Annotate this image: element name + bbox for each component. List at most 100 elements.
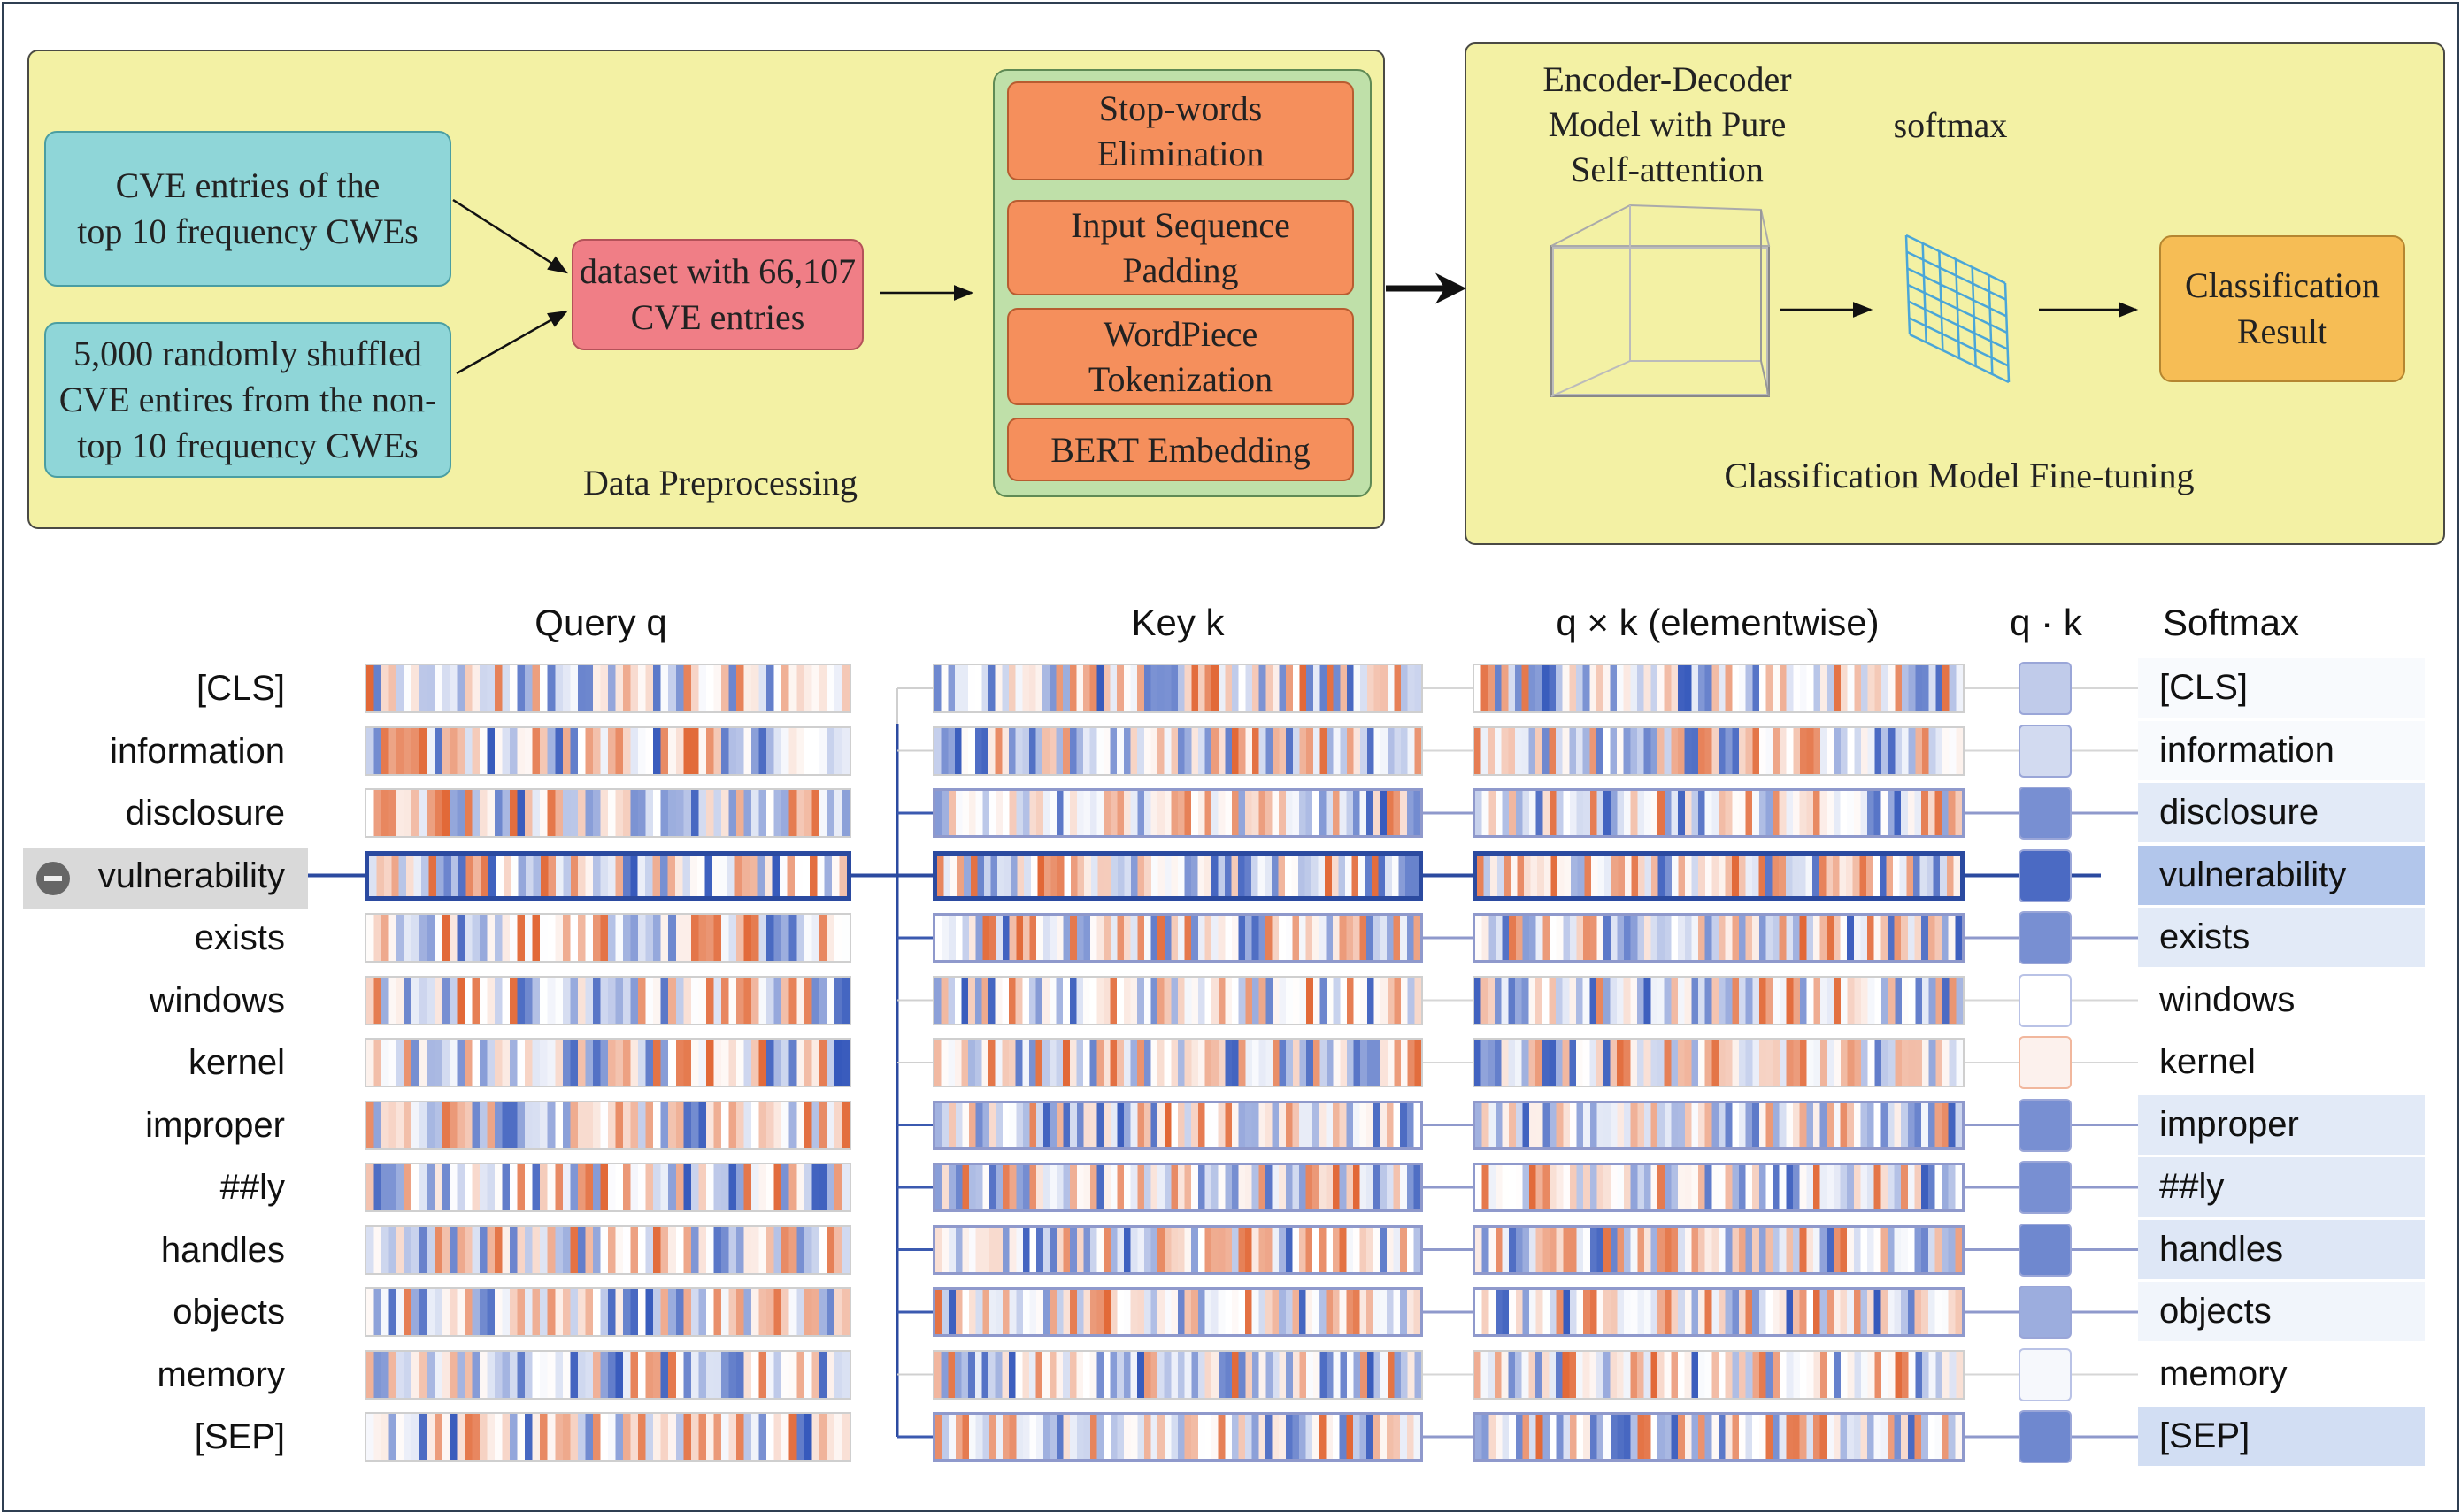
cve-top10-box: CVE entries of the top 10 frequency CWEs (44, 131, 451, 287)
product-vector (1473, 1163, 1965, 1212)
key-vector (933, 1349, 1423, 1400)
key-header: Key k (1131, 602, 1225, 643)
query-vector (365, 975, 851, 1025)
query-vector (365, 1412, 851, 1462)
product-vector (1473, 1349, 1965, 1400)
token-label[interactable]: improper (145, 1105, 285, 1145)
token-label[interactable]: ##ly (219, 1168, 285, 1207)
key-vector (933, 1038, 1423, 1087)
product-vector (1473, 913, 1965, 963)
token-label[interactable]: kernel (188, 1043, 285, 1082)
softmax-header-label: Softmax (2162, 602, 2300, 643)
token-label[interactable]: vulnerability (97, 856, 285, 895)
softmax-token-label: ##ly (2138, 1157, 2425, 1217)
key-vector (933, 913, 1423, 963)
encoder-cube-icon (1550, 203, 1771, 397)
fine-tuning-label: Classification Model Fine-tuning (1724, 456, 2195, 495)
dot-score-cell (2019, 911, 2072, 964)
key-vector (933, 1163, 1423, 1212)
token-label[interactable]: objects (173, 1293, 285, 1332)
product-vector (1473, 1100, 1965, 1150)
query-vector (365, 788, 851, 838)
dot-score-cell (2019, 1286, 2072, 1339)
product-vector (1473, 725, 1965, 776)
softmax-token-label: vulnerability (2138, 845, 2425, 905)
token-label[interactable]: disclosure (125, 794, 285, 833)
key-vector (933, 1287, 1423, 1337)
product-vector (1473, 788, 1965, 838)
product-vector (1473, 664, 1965, 713)
query-vector (365, 1100, 851, 1150)
dataset-box: dataset with 66,107 CVE entries (572, 239, 864, 350)
arrow-random-to-dataset (456, 310, 568, 375)
cve-random-box: 5,000 randomly shuffled CVE entires from… (44, 322, 451, 478)
key-vector (933, 1224, 1423, 1275)
key-vector (933, 1412, 1423, 1462)
query-vector (365, 725, 851, 776)
product-vector (1473, 1287, 1965, 1337)
softmax-token-label: [SEP] (2138, 1407, 2425, 1466)
product-vector (1473, 1038, 1965, 1087)
product-vector (1473, 1224, 1965, 1275)
product-vector (1473, 850, 1965, 901)
product-header: q × k (elementwise) (1556, 602, 1880, 643)
softmax-token-label: improper (2138, 1094, 2425, 1155)
dot-score-cell (2019, 662, 2072, 715)
token-label[interactable]: [SEP] (194, 1417, 285, 1456)
softmax-token-label: handles (2138, 1219, 2425, 1279)
dot-score-cell (2019, 1161, 2072, 1214)
softmax-token-label: objects (2138, 1282, 2425, 1341)
product-vector (1473, 1412, 1965, 1462)
softmax-token-label: [CLS] (2138, 658, 2425, 718)
query-vector (365, 913, 851, 963)
softmax-label: softmax (1893, 105, 2008, 145)
key-vector (933, 664, 1423, 713)
dot-score-cell (2019, 1036, 2072, 1089)
dot-score-cell (2019, 1098, 2072, 1152)
query-vector (365, 1163, 851, 1212)
key-vector (933, 725, 1423, 776)
key-vector (933, 1100, 1423, 1150)
step-bert-embedding: BERT Embedding (1007, 418, 1354, 481)
token-label[interactable]: windows (149, 980, 285, 1020)
dot-score-cell (2019, 787, 2072, 840)
token-label[interactable]: handles (160, 1230, 285, 1270)
step-stop-words: Stop-words Elimination (1007, 81, 1354, 180)
softmax-token-label: windows (2138, 970, 2425, 1030)
token-label[interactable]: [CLS] (196, 669, 285, 708)
dot-score-cell (2019, 724, 2072, 778)
dot-score-cell (2019, 848, 2072, 902)
softmax-grid-icon (1904, 234, 2011, 384)
dot-score-cell (2019, 1347, 2072, 1401)
token-label[interactable]: information (110, 731, 285, 771)
key-vector (933, 788, 1423, 838)
dot-header: q · k (2010, 602, 2082, 643)
preprocessing-label: Data Preprocessing (583, 463, 858, 503)
collapse-minus-icon[interactable] (36, 862, 70, 895)
selected-token-highlight[interactable] (23, 848, 308, 909)
query-vector (365, 1349, 851, 1400)
dot-score-cell (2019, 1410, 2072, 1463)
token-label[interactable]: exists (194, 918, 285, 957)
query-vector (365, 1038, 851, 1087)
classification-result-box: Classification Result (2159, 235, 2405, 382)
token-label[interactable]: memory (157, 1355, 285, 1394)
softmax-token-label: exists (2138, 908, 2425, 967)
query-header: Query q (534, 602, 667, 643)
softmax-token-label: kernel (2138, 1032, 2425, 1092)
softmax-header: Softmax (2138, 602, 2324, 644)
step-padding: Input Sequence Padding (1007, 200, 1354, 295)
softmax-token-label: memory (2138, 1344, 2425, 1404)
query-vector (365, 1287, 851, 1337)
encoder-decoder-label: Encoder-Decoder Model with Pure Self-att… (1542, 59, 1792, 189)
query-vector (365, 664, 851, 713)
dot-score-cell (2019, 1223, 2072, 1277)
step-wordpiece: WordPiece Tokenization (1007, 308, 1354, 405)
query-vector (365, 850, 851, 901)
softmax-token-label: disclosure (2138, 783, 2425, 842)
key-vector (933, 975, 1423, 1025)
arrow-top10-to-dataset (452, 198, 568, 274)
key-vector (933, 850, 1423, 901)
pipeline-graphics (452, 198, 2139, 397)
dot-score-cell (2019, 973, 2072, 1027)
